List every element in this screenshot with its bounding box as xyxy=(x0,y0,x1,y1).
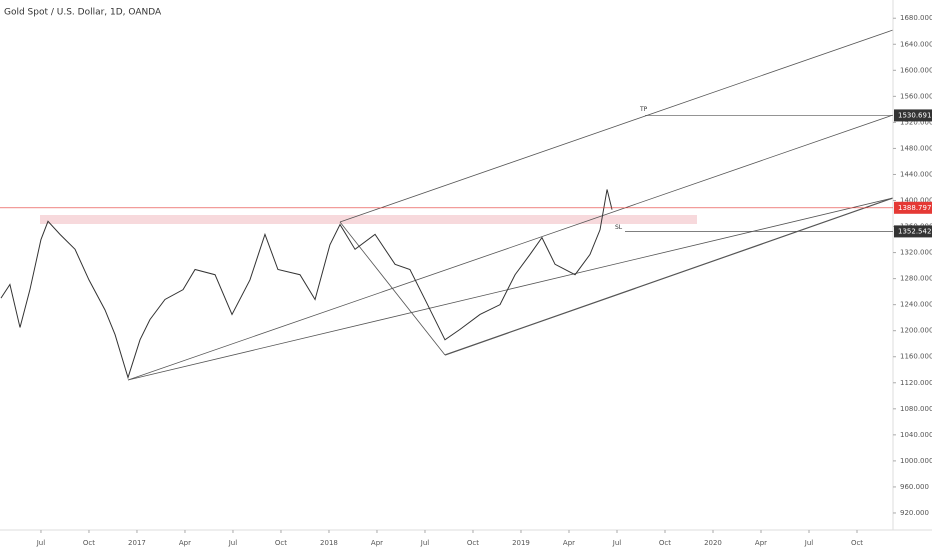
channel-mid xyxy=(127,114,894,381)
y-tick-label: 1240.000 xyxy=(900,301,932,309)
level-box xyxy=(894,225,932,238)
y-tick-label: 1480.000 xyxy=(900,144,932,152)
x-tick-label: Jul xyxy=(420,539,430,547)
x-tick-label: Apr xyxy=(371,539,383,547)
drop-line xyxy=(339,221,446,356)
level-box xyxy=(894,109,932,122)
x-tick-label: Oct xyxy=(275,539,287,547)
x-tick-label: Oct xyxy=(467,539,479,547)
x-tick-label: Jul xyxy=(36,539,46,547)
x-tick-label: Oct xyxy=(851,539,863,547)
price-line xyxy=(0,189,613,380)
y-tick-label: 1640.000 xyxy=(900,40,932,48)
zone xyxy=(40,215,697,224)
y-tick-label: 1400.000 xyxy=(900,197,932,205)
x-tick-label: 2020 xyxy=(704,539,722,547)
y-tick-label: 1280.000 xyxy=(900,275,932,283)
channel-top xyxy=(339,29,894,223)
y-tick-label: 920.000 xyxy=(900,509,929,517)
x-tick-label: Apr xyxy=(179,539,191,547)
last-price-box xyxy=(894,201,932,214)
drawings xyxy=(127,29,894,381)
x-tick-label: 2017 xyxy=(128,539,146,547)
y-tick-label: 1320.000 xyxy=(900,249,932,257)
title: Gold Spot / U.S. Dollar, 1D, OANDA xyxy=(4,8,162,18)
y-tick-label: 1600.000 xyxy=(900,66,932,74)
level-text: TP xyxy=(639,106,648,113)
y-tick-label: 960.000 xyxy=(900,483,929,491)
x-tick-label: 2019 xyxy=(512,539,530,547)
level-label: 1352.542 xyxy=(898,227,931,235)
x-tick-label: Oct xyxy=(83,539,95,547)
x-tick-label: 2018 xyxy=(320,539,338,547)
level-text: SL xyxy=(615,224,623,231)
y-tick-label: 1560.000 xyxy=(900,92,932,100)
y-tick-label: 1120.000 xyxy=(900,379,932,387)
y-tick-label: 1520.000 xyxy=(900,118,932,126)
y-tick-label: 1080.000 xyxy=(900,405,932,413)
y-tick-label: 1160.000 xyxy=(900,353,932,361)
x-tick-label: Oct xyxy=(659,539,671,547)
y-tick-label: 1200.000 xyxy=(900,327,932,335)
y-tick-label: 1680.000 xyxy=(900,14,932,22)
y-tick-label: 1440.000 xyxy=(900,170,932,178)
channel-low xyxy=(127,197,894,381)
channel-low-2 xyxy=(444,197,894,356)
x-tick-label: Jul xyxy=(228,539,238,547)
y-tick-label: 1040.000 xyxy=(900,431,932,439)
level-label: 1530.691 xyxy=(898,111,931,119)
last-price-label: 1388.797 xyxy=(898,204,931,212)
y-tick-label: 1000.000 xyxy=(900,457,932,465)
x-tick-label: Jul xyxy=(612,539,622,547)
x-tick-label: Apr xyxy=(563,539,575,547)
x-tick-label: Apr xyxy=(755,539,767,547)
x-tick-label: Jul xyxy=(804,539,814,547)
